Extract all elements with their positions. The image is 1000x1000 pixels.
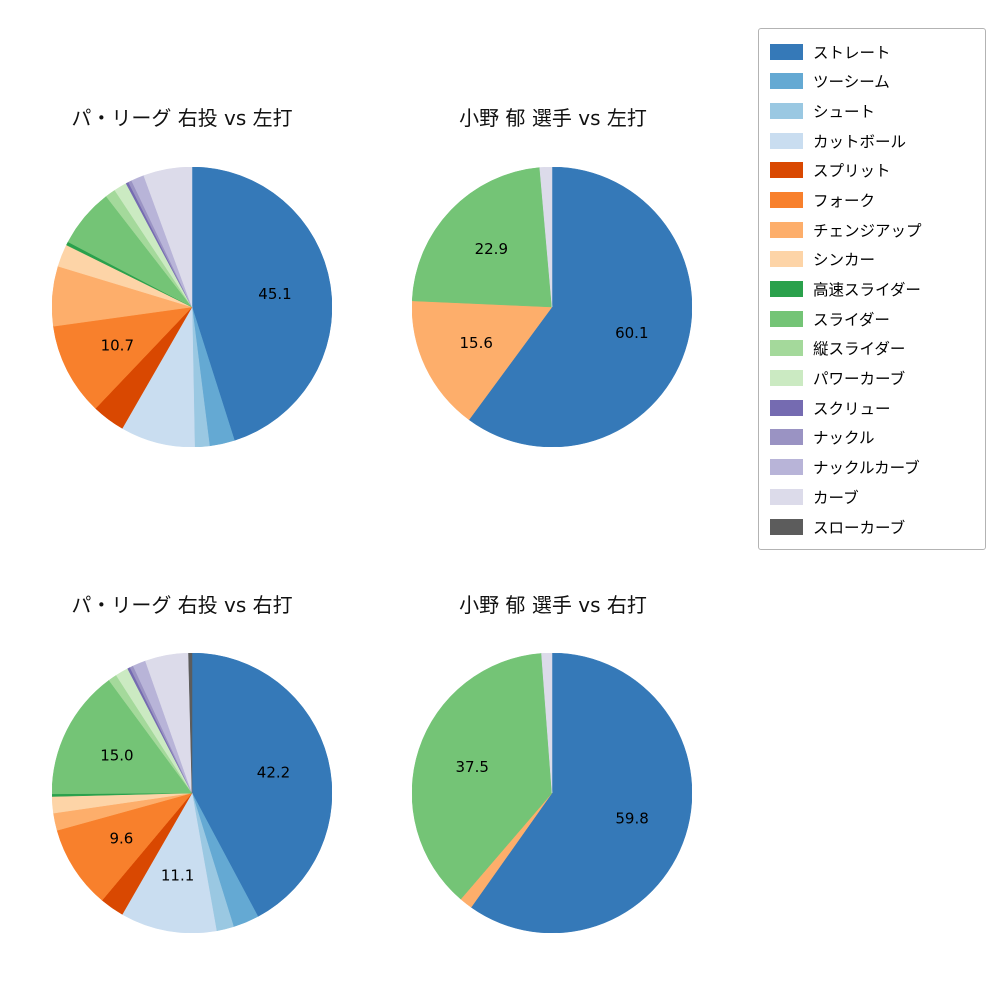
pie-slice bbox=[143, 167, 193, 308]
legend-swatch bbox=[770, 281, 803, 297]
legend-item: 高速スライダー bbox=[770, 275, 975, 304]
chart-title-bottom-right: 小野 郁 選手 vs 右打 bbox=[459, 593, 647, 617]
legend-swatch bbox=[770, 429, 803, 446]
legend-label: シンカー bbox=[813, 251, 876, 270]
pie-value-label: 10.7 bbox=[101, 336, 134, 354]
pie-slice bbox=[53, 306, 193, 409]
chart-title-top-left: パ・リーグ 右投 vs 左打 bbox=[71, 106, 293, 130]
legend-item: チェンジアップ bbox=[770, 215, 975, 244]
chart-title-bottom-left: パ・リーグ 右投 vs 右打 bbox=[71, 593, 293, 617]
legend-label: パワーカーブ bbox=[813, 370, 906, 389]
legend-label: スプリット bbox=[813, 162, 891, 181]
legend-swatch bbox=[770, 370, 803, 387]
legend-swatch bbox=[770, 251, 803, 268]
legend-label: スローカーブ bbox=[813, 518, 906, 537]
legend-swatch bbox=[770, 191, 803, 208]
pie-value-label: 42.2 bbox=[257, 764, 290, 782]
legend-item: 縦スライダー bbox=[770, 334, 975, 363]
pie-slice bbox=[56, 792, 193, 901]
pie-value-label: 15.0 bbox=[100, 746, 133, 764]
legend-label: スライダー bbox=[813, 310, 890, 329]
legend-label: カーブ bbox=[813, 488, 859, 507]
pie-slice bbox=[412, 653, 553, 900]
pie-value-label: 9.6 bbox=[109, 830, 133, 848]
legend-label: シュート bbox=[813, 102, 876, 121]
pie-chart-league-vs-right: 42.2 11.1 9.6 15.0 bbox=[52, 653, 332, 933]
legend-item: カーブ bbox=[770, 482, 975, 511]
pie-slice bbox=[468, 167, 692, 447]
legend-swatch bbox=[770, 221, 803, 238]
pie-value-label: 60.1 bbox=[615, 324, 648, 342]
legend-swatch bbox=[770, 102, 803, 119]
legend-item: ナックルカーブ bbox=[770, 453, 975, 482]
legend-item: スローカーブ bbox=[770, 512, 975, 541]
legend: ストレートツーシームシュートカットボール スプリットフォークチェンジアップ シンカー… bbox=[758, 28, 986, 550]
legend-swatch bbox=[770, 73, 803, 90]
pie-slice bbox=[188, 653, 193, 794]
legend-item: ナックル bbox=[770, 423, 975, 452]
pie-chart-player-vs-left: 60.1 15.6 22.9 bbox=[412, 167, 692, 447]
pie-value-label: 11.1 bbox=[161, 867, 194, 885]
legend-item: カットボール bbox=[770, 126, 975, 155]
pie-value-label: 45.1 bbox=[258, 285, 291, 303]
legend-swatch bbox=[770, 399, 803, 416]
legend-swatch bbox=[770, 340, 803, 357]
pie-slice bbox=[541, 653, 553, 794]
legend-label: 縦スライダー bbox=[813, 340, 906, 359]
legend-label: ナックル bbox=[813, 429, 875, 448]
legend-swatch bbox=[770, 162, 803, 179]
pie-value-label: 59.8 bbox=[615, 810, 648, 828]
pie-slice bbox=[52, 679, 193, 795]
legend-swatch bbox=[770, 310, 803, 327]
pie-slice bbox=[470, 653, 692, 933]
legend-label: フォーク bbox=[813, 191, 876, 210]
legend-swatch bbox=[770, 132, 803, 149]
legend-label: ストレート bbox=[813, 43, 891, 62]
legend-label: カットボール bbox=[813, 132, 907, 151]
legend-swatch bbox=[770, 518, 803, 535]
legend-swatch bbox=[770, 459, 803, 476]
legend-item: パワーカーブ bbox=[770, 364, 975, 393]
pie-value-label: 37.5 bbox=[455, 758, 488, 776]
legend-item: シンカー bbox=[770, 245, 975, 274]
legend-item: シュート bbox=[770, 96, 975, 125]
pie-chart-player-vs-right: 59.8 37.5 bbox=[412, 653, 692, 933]
legend-label: ツーシーム bbox=[813, 73, 890, 92]
pie-value-label: 22.9 bbox=[475, 240, 508, 258]
pie-slice bbox=[539, 167, 553, 308]
pie-value-label: 15.6 bbox=[459, 334, 492, 352]
pie-chart-league-vs-left: 45.1 10.7 bbox=[52, 167, 332, 447]
pie-slice bbox=[412, 300, 553, 421]
legend-label: ナックルカーブ bbox=[813, 459, 920, 478]
legend-label: 高速スライダー bbox=[813, 281, 921, 299]
pie-slice bbox=[191, 167, 332, 441]
pie-slice bbox=[412, 167, 553, 308]
legend-item: ツーシーム bbox=[770, 67, 975, 96]
legend-label: スクリュー bbox=[813, 399, 891, 418]
pie-slice bbox=[121, 792, 217, 933]
legend-label: チェンジアップ bbox=[813, 221, 922, 240]
pie-slice bbox=[191, 653, 332, 917]
legend-item: ストレート bbox=[770, 37, 975, 66]
legend-item: スライダー bbox=[770, 304, 975, 333]
legend-item: スプリット bbox=[770, 156, 975, 185]
chart-title-top-right: 小野 郁 選手 vs 左打 bbox=[459, 106, 647, 130]
legend-swatch bbox=[770, 43, 803, 60]
legend-swatch bbox=[770, 488, 803, 505]
legend-item: スクリュー bbox=[770, 393, 975, 422]
legend-item: フォーク bbox=[770, 185, 975, 214]
